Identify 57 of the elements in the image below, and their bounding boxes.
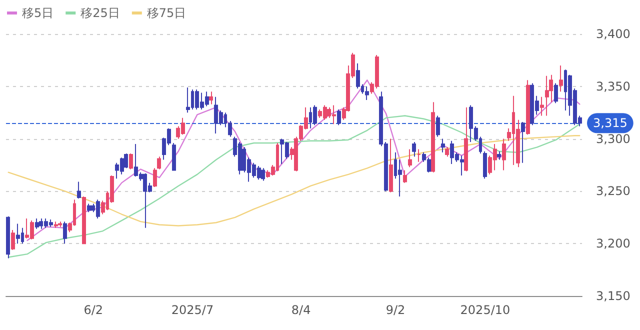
- line-series: [8, 135, 580, 226]
- candlestick: [63, 221, 67, 244]
- candlestick: [337, 108, 341, 126]
- candlestick: [554, 82, 558, 104]
- y-tick-label: 3,300: [596, 132, 630, 146]
- x-tick-label: 6/2: [84, 303, 103, 317]
- candlestick: [403, 170, 407, 184]
- candlestick: [129, 152, 133, 170]
- candlestick: [389, 138, 393, 193]
- candlestick: [6, 216, 10, 259]
- x-tick-label: 8/4: [291, 303, 311, 317]
- ref-line-label: 3,315: [593, 116, 628, 130]
- candlestick: [408, 148, 412, 168]
- candlestick: [11, 229, 15, 250]
- x-tick-label: 9/2: [386, 303, 406, 317]
- candlestick: [16, 223, 20, 244]
- y-tick-label: 3,200: [596, 236, 630, 251]
- x-tick-label: 2025/7: [171, 303, 214, 317]
- candlestick: [58, 221, 62, 228]
- candlestick: [521, 122, 525, 164]
- candlestick: [483, 150, 487, 180]
- candlestick: [209, 91, 213, 105]
- y-tick-label: 3,150: [596, 289, 630, 303]
- x-tick-label: 2025/10: [460, 303, 510, 317]
- candlestick: [445, 146, 449, 158]
- candlestick: [545, 75, 549, 116]
- candlestick: [87, 203, 91, 213]
- candlestick: [35, 218, 39, 230]
- candlestick: [54, 221, 58, 228]
- candlestick: [365, 86, 369, 101]
- legend-label: 移75日: [146, 6, 186, 20]
- candlestick: [436, 115, 440, 138]
- line-series: [26, 80, 580, 242]
- line-series: [8, 115, 580, 258]
- legend-label: 移5日: [22, 6, 54, 20]
- y-tick-label: 3,400: [596, 27, 630, 41]
- candlestick: [186, 86, 190, 114]
- candlestick: [540, 96, 544, 116]
- candlestick: [261, 168, 265, 182]
- candlestick: [412, 141, 416, 158]
- candlestick: [464, 106, 468, 172]
- candlestick: [559, 64, 563, 92]
- candlestick: [502, 138, 506, 171]
- candlestick: [82, 196, 86, 244]
- y-tick-label: 3,350: [596, 79, 630, 94]
- candlestick: [441, 138, 445, 153]
- candlestick: [526, 80, 530, 136]
- y-tick-label: 3,250: [596, 184, 630, 198]
- candlestick: [497, 150, 501, 160]
- candlestick: [157, 156, 161, 170]
- candlestick: [313, 104, 317, 126]
- candlestick: [172, 142, 176, 171]
- candlestick: [153, 168, 157, 188]
- legend-label: 移25日: [80, 6, 120, 20]
- candlestick: [77, 181, 81, 200]
- candlestick: [417, 148, 421, 162]
- candlestick: [431, 102, 435, 173]
